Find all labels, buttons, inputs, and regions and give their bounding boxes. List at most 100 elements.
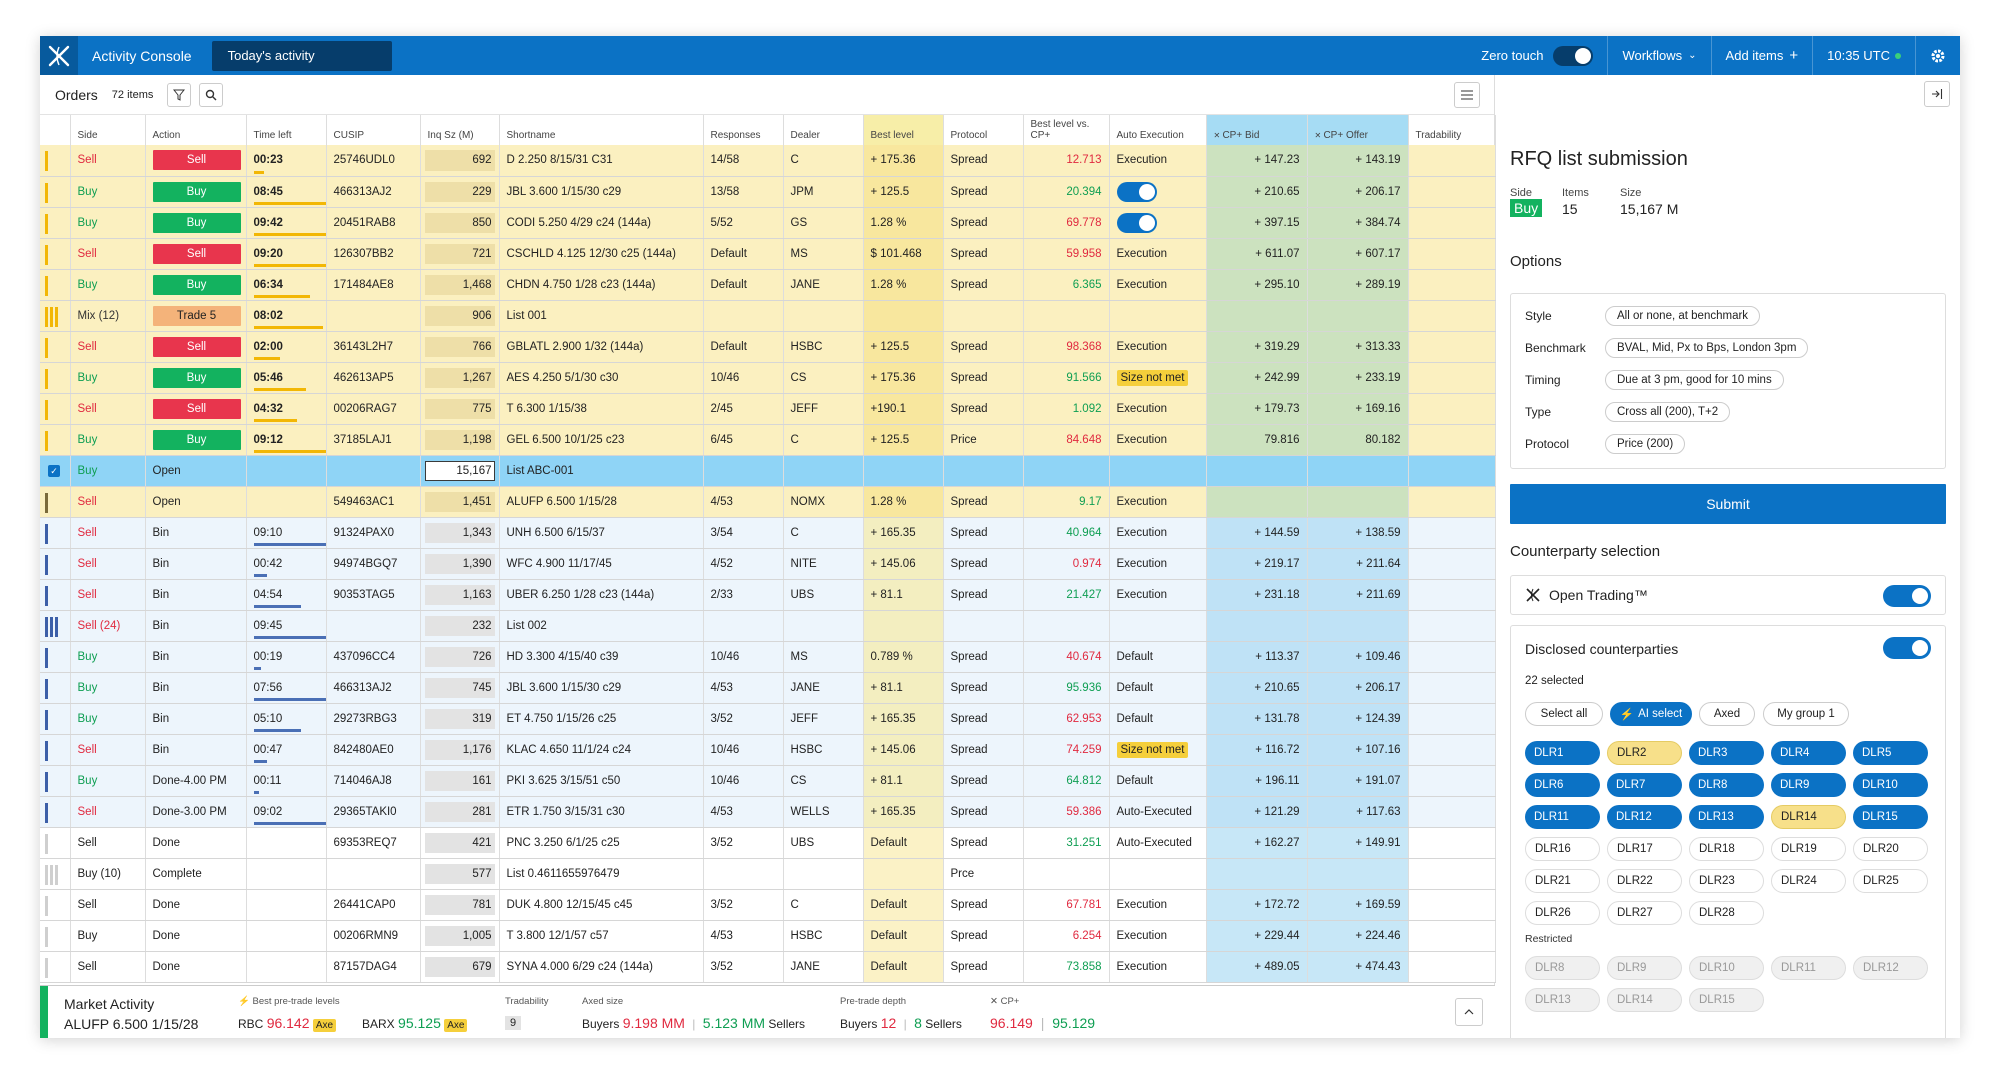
zero-touch-toggle[interactable] bbox=[1553, 45, 1594, 66]
table-row[interactable]: Buy Buy 09:12 37185LAJ1 1,198 GEL 6.500 10/1/… bbox=[40, 424, 1496, 456]
table-row[interactable]: Sell Bin 09:10 91324PAX0 1,343 UNH 6.500 6/15… bbox=[40, 517, 1496, 549]
col-header-side[interactable]: Side bbox=[70, 115, 146, 145]
dealer-chip-dlr4[interactable]: DLR4 bbox=[1771, 741, 1846, 765]
dealer-chip-dlr13[interactable]: DLR13 bbox=[1689, 805, 1764, 829]
dealer-chip-dlr10[interactable]: DLR10 bbox=[1853, 773, 1928, 797]
action-button[interactable]: Buy bbox=[152, 429, 241, 450]
dealer-chip-dlr28[interactable]: DLR28 bbox=[1689, 901, 1764, 925]
col-header-inq[interactable]: Inq Sz (M) bbox=[420, 115, 500, 145]
table-row[interactable]: Buy Bin 00:19 437096CC4 726 HD 3.300 4/15/40 … bbox=[40, 641, 1496, 673]
col-header-protocol[interactable]: Protocol bbox=[943, 115, 1024, 145]
table-row[interactable]: Sell Sell 09:20 126307BB2 721 CSCHLD 4.125 12… bbox=[40, 238, 1496, 270]
cell-action[interactable]: Sell bbox=[145, 331, 247, 363]
col-header-offer[interactable]: ✕ CP+ Offer bbox=[1307, 115, 1409, 145]
open-trading-toggle[interactable] bbox=[1883, 585, 1931, 607]
action-button[interactable]: Sell bbox=[152, 150, 241, 171]
table-row[interactable]: Sell Done 87157DAG4 679 SYNA 4.000 6/29 c24 … bbox=[40, 951, 1496, 983]
collapse-panel-button[interactable] bbox=[1924, 81, 1950, 107]
dealer-chip-dlr25[interactable]: DLR25 bbox=[1853, 869, 1928, 893]
ai-select-button[interactable]: ⚡ AI select bbox=[1610, 702, 1692, 726]
col-header-best[interactable]: Best level bbox=[863, 115, 944, 145]
table-row[interactable]: Buy Bin 05:10 29273RBG3 319 ET 4.750 1/15/26 … bbox=[40, 703, 1496, 735]
table-row[interactable]: Sell Sell 02:00 36143L2H7 766 GBLATL 2.900 1/… bbox=[40, 331, 1496, 363]
table-row[interactable]: Sell (24) Bin 09:45 232 List 002 bbox=[40, 610, 1496, 642]
col-header-action[interactable]: Action bbox=[145, 115, 247, 145]
action-button[interactable]: Sell bbox=[152, 398, 241, 419]
my-group-button[interactable]: My group 1 bbox=[1763, 702, 1849, 726]
table-row[interactable]: Sell Bin 00:47 842480AE0 1,176 KLAC 4.650 11/… bbox=[40, 734, 1496, 766]
table-row[interactable]: Sell Done 69353REQ7 421 PNC 3.250 6/1/25 c25… bbox=[40, 827, 1496, 859]
table-row[interactable]: Sell Sell 00:23 25746UDL0 692 D 2.250 8/15/31… bbox=[40, 145, 1496, 177]
settings-button[interactable] bbox=[1915, 36, 1960, 75]
table-row[interactable]: Buy Bin 07:56 466313AJ2 745 JBL 3.600 1/15/30… bbox=[40, 672, 1496, 704]
action-button[interactable]: Buy bbox=[152, 274, 241, 295]
cell-action[interactable]: Buy bbox=[145, 424, 247, 456]
dealer-chip-dlr1[interactable]: DLR1 bbox=[1525, 741, 1600, 765]
dealer-chip-dlr3[interactable]: DLR3 bbox=[1689, 741, 1764, 765]
filter-button[interactable] bbox=[167, 82, 192, 107]
dealer-chip-dlr5[interactable]: DLR5 bbox=[1853, 741, 1928, 765]
dealer-chip-dlr6[interactable]: DLR6 bbox=[1525, 773, 1600, 797]
table-row[interactable]: Buy Buy 05:46 462613AP5 1,267 AES 4.250 5/1/3… bbox=[40, 362, 1496, 394]
table-row[interactable]: Buy Done-4.00 PM 00:11 714046AJ8 161 PKI 3.62… bbox=[40, 765, 1496, 797]
col-header-cusip[interactable]: CUSIP bbox=[326, 115, 421, 145]
cell-auto-execution[interactable] bbox=[1109, 176, 1207, 208]
dealer-chip-dlr26[interactable]: DLR26 bbox=[1525, 901, 1600, 925]
axed-button[interactable]: Axed bbox=[1699, 702, 1755, 726]
dealer-chip-dlr27[interactable]: DLR27 bbox=[1607, 901, 1682, 925]
col-header-dealer[interactable]: Dealer bbox=[783, 115, 864, 145]
action-button[interactable]: Buy bbox=[152, 181, 241, 202]
cell-action[interactable]: Buy bbox=[145, 269, 247, 301]
table-row[interactable]: ✓ Buy Open 15,167 List ABC-001 bbox=[40, 455, 1496, 487]
col-header-time_left[interactable]: Time left bbox=[246, 115, 327, 145]
dealer-chip-dlr12[interactable]: DLR12 bbox=[1607, 805, 1682, 829]
option-pill[interactable]: Cross all (200), T+2 bbox=[1605, 402, 1731, 422]
workflows-menu[interactable]: Workflows ⌄ bbox=[1607, 36, 1710, 75]
dealer-chip-dlr20[interactable]: DLR20 bbox=[1853, 837, 1928, 861]
menu-button[interactable] bbox=[1454, 82, 1480, 108]
option-pill[interactable]: Due at 3 pm, good for 10 mins bbox=[1605, 370, 1784, 390]
cell-action[interactable]: Buy bbox=[145, 176, 247, 208]
col-header-trad[interactable]: Tradability bbox=[1408, 115, 1496, 145]
cell-action[interactable]: Sell bbox=[145, 393, 247, 425]
table-row[interactable]: Sell Bin 00:42 94974BGQ7 1,390 WFC 4.900 11/1… bbox=[40, 548, 1496, 580]
action-button[interactable]: Sell bbox=[152, 336, 241, 357]
table-row[interactable]: Sell Bin 04:54 90353TAG5 1,163 UBER 6.250 1/2… bbox=[40, 579, 1496, 611]
expand-market-button[interactable] bbox=[1455, 998, 1483, 1026]
search-button[interactable] bbox=[199, 82, 224, 107]
cell-auto-execution[interactable] bbox=[1109, 207, 1207, 239]
action-button[interactable]: Buy bbox=[152, 212, 241, 233]
table-row[interactable]: Sell Sell 04:32 00206RAG7 775 T 6.300 1/15/38… bbox=[40, 393, 1496, 425]
auto-execution-toggle[interactable] bbox=[1116, 181, 1157, 202]
col-header-blvs[interactable]: Best level vs. CP+ bbox=[1023, 115, 1110, 145]
dealer-chip-dlr22[interactable]: DLR22 bbox=[1607, 869, 1682, 893]
dealer-chip-dlr11[interactable]: DLR11 bbox=[1525, 805, 1600, 829]
tab-todays-activity[interactable]: Today's activity bbox=[211, 40, 392, 71]
col-header-bid[interactable]: ✕ CP+ Bid bbox=[1206, 115, 1308, 145]
dealer-chip-dlr24[interactable]: DLR24 bbox=[1771, 869, 1846, 893]
col-header-short[interactable]: Shortname bbox=[499, 115, 704, 145]
cell-action[interactable]: Trade 5 bbox=[145, 300, 247, 332]
option-pill[interactable]: BVAL, Mid, Px to Bps, London 3pm bbox=[1605, 338, 1809, 358]
dealer-chip-dlr19[interactable]: DLR19 bbox=[1771, 837, 1846, 861]
action-button[interactable]: Sell bbox=[152, 243, 241, 264]
action-button[interactable]: Trade 5 bbox=[152, 305, 241, 326]
app-logo-icon[interactable] bbox=[40, 36, 78, 75]
dealer-chip-dlr7[interactable]: DLR7 bbox=[1607, 773, 1682, 797]
add-items-button[interactable]: Add items + bbox=[1710, 36, 1813, 75]
dealer-chip-dlr8[interactable]: DLR8 bbox=[1689, 773, 1764, 797]
table-row[interactable]: Buy Buy 09:42 20451RAB8 850 CODI 5.250 4/29 c… bbox=[40, 207, 1496, 239]
col-header-auto[interactable]: Auto Execution bbox=[1109, 115, 1207, 145]
table-row[interactable]: Buy (10) Complete 577 List 0.4611655976479 P… bbox=[40, 858, 1496, 890]
table-row[interactable]: Sell Done 26441CAP0 781 DUK 4.800 12/15/45 c… bbox=[40, 889, 1496, 921]
dealer-chip-dlr2[interactable]: DLR2 bbox=[1607, 741, 1682, 765]
table-row[interactable]: Buy Done 00206RMN9 1,005 T 3.800 12/1/57 c57… bbox=[40, 920, 1496, 952]
cell-action[interactable]: Sell bbox=[145, 145, 247, 177]
disclosed-toggle[interactable] bbox=[1883, 637, 1931, 659]
option-pill[interactable]: All or none, at benchmark bbox=[1605, 306, 1761, 326]
dealer-chip-dlr16[interactable]: DLR16 bbox=[1525, 837, 1600, 861]
select-all-button[interactable]: Select all bbox=[1525, 702, 1603, 726]
table-row[interactable]: Sell Done-3.00 PM 09:02 29365TAKI0 281 ETR 1.… bbox=[40, 796, 1496, 828]
dealer-chip-dlr9[interactable]: DLR9 bbox=[1771, 773, 1846, 797]
submit-button[interactable]: Submit bbox=[1510, 484, 1946, 524]
